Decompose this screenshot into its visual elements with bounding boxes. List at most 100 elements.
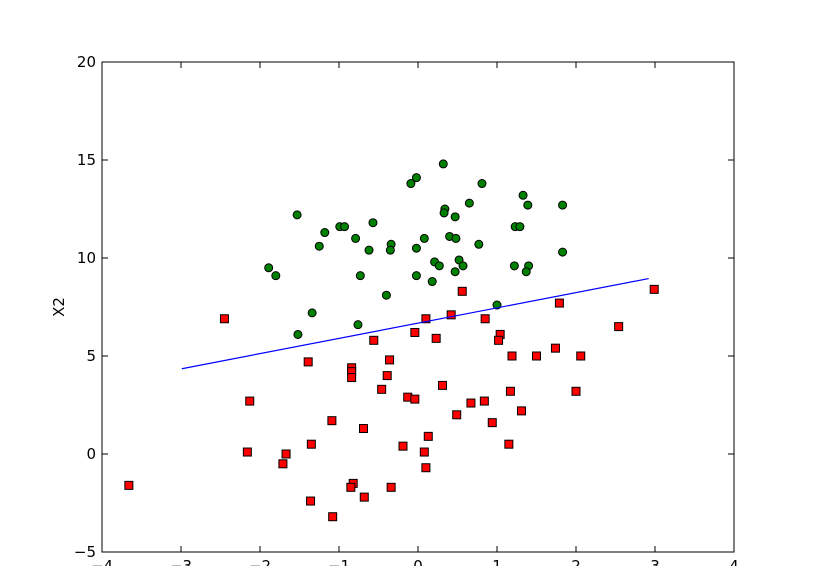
data-point-circle-12: [368, 218, 378, 228]
points-layer: [124, 159, 659, 522]
data-point-circle-17: [320, 228, 330, 238]
data-point-square-49: [386, 482, 396, 492]
plot-frame: [101, 61, 735, 553]
data-point-circle-46: [293, 329, 303, 339]
data-point-square-6: [219, 314, 229, 324]
y-tick-label-2: 5: [86, 347, 96, 365]
data-point-circle-9: [439, 208, 449, 218]
data-point-circle-1: [411, 173, 421, 183]
data-point-square-18: [303, 357, 313, 367]
decision-boundary-line: [181, 277, 649, 370]
data-point-square-33: [452, 410, 462, 420]
x-tick-label-0: −4: [91, 557, 113, 566]
data-point-square-8: [410, 327, 420, 337]
x-tick-label-5: 1: [492, 557, 502, 566]
y-tick-label-0: −5: [74, 543, 96, 561]
data-point-square-39: [398, 441, 408, 451]
data-point-circle-11: [292, 210, 302, 220]
x-tick-label-7: 3: [650, 557, 660, 566]
data-point-circle-45: [353, 320, 363, 330]
data-point-square-38: [306, 439, 316, 449]
data-point-circle-31: [434, 261, 444, 271]
data-point-square-42: [281, 449, 291, 459]
data-point-circle-26: [385, 245, 395, 255]
data-point-circle-20: [451, 233, 461, 243]
data-point-circle-21: [419, 233, 429, 243]
x-tick-label-3: −1: [328, 557, 350, 566]
y-tick-label-4: 15: [77, 151, 96, 169]
data-point-circle-40: [411, 271, 421, 281]
data-point-circle-0: [438, 159, 448, 169]
data-point-circle-28: [558, 247, 568, 257]
data-point-square-1: [457, 286, 467, 296]
data-point-circle-37: [264, 263, 274, 273]
data-point-circle-41: [427, 277, 437, 287]
data-point-circle-36: [450, 267, 460, 277]
data-point-circle-4: [518, 190, 528, 200]
data-point-circle-38: [271, 271, 281, 281]
data-point-square-25: [505, 386, 515, 396]
data-point-square-11: [369, 335, 379, 345]
data-point-square-17: [385, 355, 395, 365]
data-point-square-10: [431, 333, 441, 343]
data-point-square-35: [487, 418, 497, 428]
data-point-square-26: [571, 386, 581, 396]
data-point-circle-39: [355, 271, 365, 281]
y-tick-label-3: 10: [77, 249, 96, 267]
data-point-circle-2: [406, 179, 416, 189]
data-point-square-30: [466, 398, 476, 408]
data-point-square-13: [550, 343, 560, 353]
data-point-circle-18: [351, 233, 361, 243]
data-point-square-5: [480, 314, 490, 324]
data-point-square-32: [516, 406, 526, 416]
data-point-square-12: [494, 335, 504, 345]
data-point-circle-33: [458, 261, 468, 271]
data-point-square-46: [124, 480, 134, 490]
data-point-square-40: [504, 439, 514, 449]
data-point-circle-25: [364, 245, 374, 255]
data-point-square-7: [614, 322, 624, 332]
x-tick-label-6: 2: [571, 557, 581, 566]
line-layer: [181, 277, 649, 370]
data-point-square-50: [359, 492, 369, 502]
data-point-square-29: [245, 396, 255, 406]
data-point-circle-42: [381, 290, 391, 300]
data-point-circle-5: [523, 200, 533, 210]
data-point-circle-32: [509, 261, 519, 271]
x-tick-label-8: 4: [729, 557, 739, 566]
data-point-square-4: [421, 314, 431, 324]
data-point-square-3: [446, 310, 456, 320]
y-tick-label-1: 0: [86, 445, 96, 463]
data-point-square-37: [423, 431, 433, 441]
data-point-square-52: [328, 512, 338, 522]
y-axis-label: X2: [50, 297, 68, 317]
data-point-square-24: [437, 380, 447, 390]
data-point-square-15: [507, 351, 517, 361]
data-point-square-48: [346, 482, 356, 492]
data-point-square-0: [649, 284, 659, 294]
x-tick-label-2: −2: [249, 557, 271, 566]
data-point-square-51: [306, 496, 316, 506]
data-point-circle-14: [515, 222, 525, 232]
data-point-square-43: [419, 447, 429, 457]
data-point-square-16: [576, 351, 586, 361]
data-point-square-31: [479, 396, 489, 406]
data-point-square-21: [347, 373, 357, 383]
data-point-square-36: [358, 424, 368, 434]
x-tick-label-4: 0: [413, 557, 423, 566]
data-point-square-22: [382, 371, 392, 381]
data-point-square-23: [377, 384, 387, 394]
data-point-circle-3: [477, 179, 487, 189]
data-point-circle-35: [521, 267, 531, 277]
data-point-circle-27: [411, 243, 421, 253]
data-point-circle-7: [464, 198, 474, 208]
data-point-square-41: [242, 447, 252, 457]
data-point-square-28: [410, 394, 420, 404]
data-point-circle-44: [307, 308, 317, 318]
x-tick-label-1: −3: [170, 557, 192, 566]
data-point-square-45: [421, 463, 431, 473]
data-point-circle-23: [474, 239, 484, 249]
data-point-circle-10: [450, 212, 460, 222]
data-point-circle-6: [558, 200, 568, 210]
